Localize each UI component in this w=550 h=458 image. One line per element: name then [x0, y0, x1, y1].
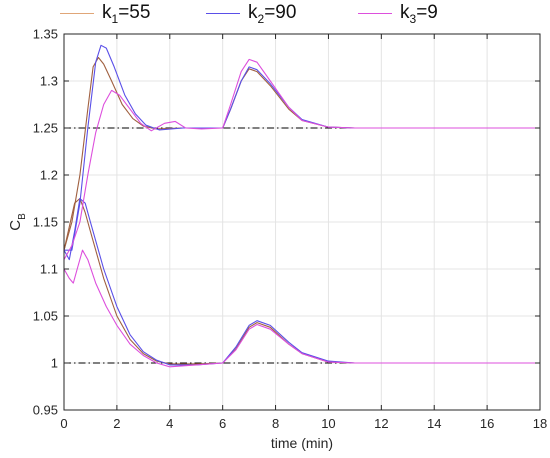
y-axis-label-subscript: B [17, 213, 28, 220]
x-tick-label: 10 [321, 416, 335, 431]
axis-ticks [63, 33, 541, 411]
x-tick-label: 14 [427, 416, 441, 431]
y-tick-label: 1.15 [33, 215, 58, 230]
series-line-k3 [63, 58, 540, 260]
legend-label-k3: k3=9 [400, 2, 438, 26]
legend-item-k2: k2=90 [206, 2, 296, 26]
legend-item-k3: k3=9 [358, 2, 438, 26]
y-axis-label-main: C [7, 220, 24, 231]
x-tick-label: 16 [480, 416, 494, 431]
y-tick-label: 1.35 [33, 27, 58, 42]
y-tick-label: 1.05 [33, 309, 58, 324]
x-tick-label: 18 [533, 416, 547, 431]
y-tick-label: 1 [51, 356, 58, 371]
series-line-k2 [63, 197, 540, 366]
x-tick-label: 6 [219, 416, 226, 431]
y-tick-labels: 0.95 1 1.05 1.1 1.15 1.2 1.25 1.3 1.35 [33, 27, 58, 418]
legend-label-k2: k2=90 [248, 2, 297, 26]
series-line-k3 [63, 249, 540, 368]
y-tick-label: 0.95 [33, 403, 58, 418]
y-tick-label: 1.2 [40, 168, 58, 183]
x-tick-label: 4 [166, 416, 173, 431]
x-tick-label: 12 [374, 416, 388, 431]
x-axis-label: time (min) [271, 435, 333, 451]
legend-swatch-k1 [60, 13, 94, 15]
series-line-k1 [63, 56, 540, 251]
setpoint-lines [64, 127, 540, 364]
chart-legend: k1=55 k2=90 k3=9 [0, 0, 550, 30]
x-tick-label: 2 [113, 416, 120, 431]
y-tick-label: 1.25 [33, 121, 58, 136]
legend-swatch-k3 [358, 13, 392, 15]
y-axis-label: CB [7, 213, 28, 231]
legend-item-k1: k1=55 [60, 2, 150, 26]
y-tick-label: 1.3 [40, 74, 58, 89]
series-line-k1 [63, 197, 540, 365]
x-tick-label: 8 [272, 416, 279, 431]
series-line-k2 [64, 44, 540, 251]
legend-label-k1: k1=55 [102, 2, 151, 26]
series-lines [63, 44, 540, 368]
legend-swatch-k2 [206, 13, 240, 15]
y-tick-label: 1.1 [40, 262, 58, 277]
x-tick-label: 0 [60, 416, 67, 431]
x-tick-labels: 0 2 4 6 8 10 12 14 16 18 [60, 416, 547, 431]
